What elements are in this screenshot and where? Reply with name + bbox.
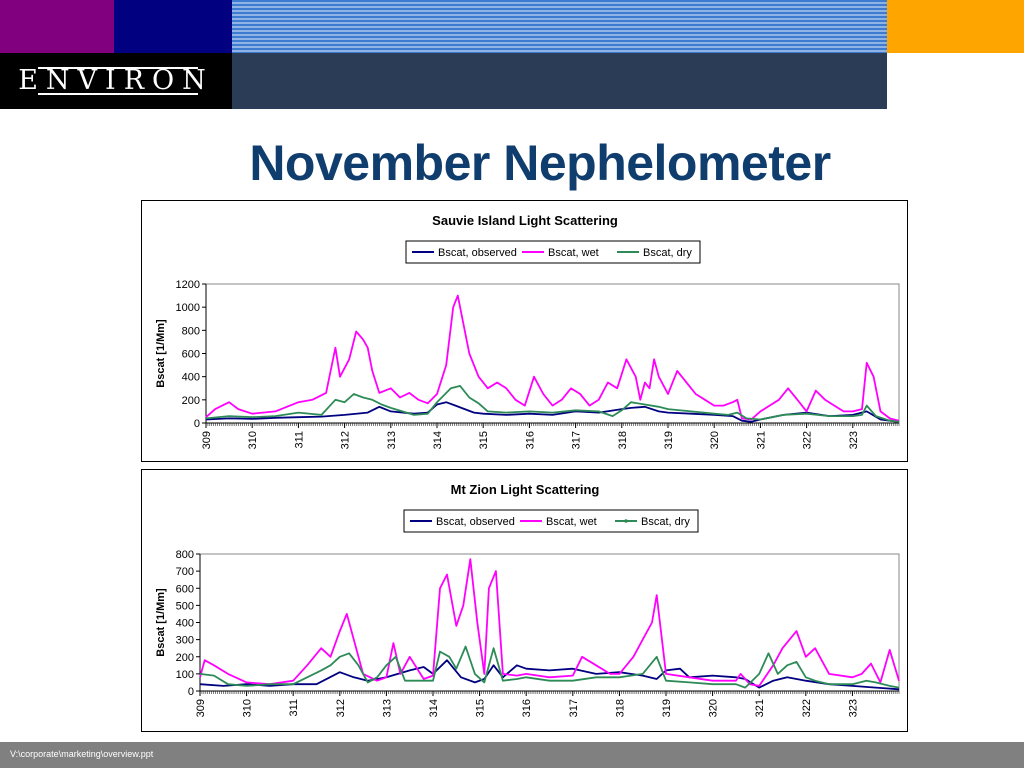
chart1-title: Sauvie Island Light Scattering <box>432 213 618 228</box>
chart1-x-tick-label: 323 <box>848 431 860 449</box>
header-orange-block <box>887 0 1024 53</box>
header-purple-block <box>0 0 114 53</box>
chart2-x-tick-label: 313 <box>381 699 393 717</box>
chart1-legend-label-bscat-dry: Bscat, dry <box>643 247 692 259</box>
chart2-x-tick-label: 310 <box>242 699 254 717</box>
chart1-series-bscat-wet <box>205 294 900 422</box>
sauvie-island-chart: Sauvie Island Light Scattering Bscat, obs… <box>141 200 908 462</box>
chart2-legend-marker-bscat-dry <box>624 519 628 523</box>
chart2-x-tick-label: 315 <box>475 699 487 717</box>
chart1-x-tick-label: 312 <box>340 431 352 449</box>
chart2-x-tick-label: 311 <box>288 699 300 717</box>
chart2-y-tick-label: 200 <box>176 652 194 664</box>
chart1-y-tick-label: 1200 <box>176 279 200 291</box>
chart1-y-tick-label: 800 <box>182 325 200 337</box>
mt-zion-chart-svg: Mt Zion Light Scattering Bscat, observed B… <box>155 482 900 717</box>
chart2-y-tick-label: 800 <box>176 549 194 561</box>
chart2-x-tick-label: 319 <box>661 699 673 717</box>
chart1-y-tick-label: 200 <box>182 395 200 407</box>
chart1-x-minor-ticks <box>205 423 900 426</box>
chart2-series-bscat-dry <box>199 645 900 689</box>
chart1-x-tick-label: 318 <box>617 431 629 449</box>
chart2-x-tick-label: 312 <box>335 699 347 717</box>
footer-file-path: V:\corporate\marketing\overview.ppt <box>10 749 154 759</box>
header-striped-band <box>232 0 887 53</box>
chart1-plot-area <box>205 283 900 424</box>
chart1-x-tick-label: 309 <box>201 431 213 449</box>
chart2-x-tick-label: 314 <box>428 699 440 717</box>
company-logo: ENVIRON <box>18 65 214 96</box>
chart2-x-minor-ticks <box>199 691 900 694</box>
chart1-y-tick-label: 1000 <box>176 302 200 314</box>
chart2-x-tick-label: 318 <box>614 699 626 717</box>
chart2-legend-label-bscat-dry: Bscat, dry <box>641 516 690 528</box>
chart1-x-tick-label: 321 <box>755 431 767 449</box>
sauvie-island-chart-svg: Sauvie Island Light Scattering Bscat, obs… <box>155 213 900 449</box>
chart2-title: Mt Zion Light Scattering <box>451 482 600 497</box>
chart2-y-tick-label: 500 <box>176 600 194 612</box>
chart2-y-tick-label: 300 <box>176 635 194 647</box>
chart2-legend <box>403 509 699 533</box>
chart2-y-tick-label: 600 <box>176 583 194 595</box>
logo-rule-top <box>38 67 198 69</box>
chart2-legend-label-bscat-wet: Bscat, wet <box>546 516 597 528</box>
chart2-y-tick-label: 700 <box>176 566 194 578</box>
chart1-legend-label-bscat-observed: Bscat, observed <box>438 247 517 259</box>
chart1-x-tick-label: 313 <box>386 431 398 449</box>
chart2-y-tick-label: 100 <box>176 669 194 681</box>
chart1-y-axis-label: Bscat [1/Mm] <box>155 319 167 388</box>
chart1-y-tick-label: 600 <box>182 349 200 361</box>
chart2-series-bscat-observed <box>199 659 900 691</box>
chart1-x-tick-label: 315 <box>478 431 490 449</box>
logo-block: ENVIRON <box>0 53 232 109</box>
chart2-x-tick-label: 309 <box>195 699 207 717</box>
chart1-y-tick-label: 0 <box>194 418 200 430</box>
chart1-legend <box>405 240 701 264</box>
chart1-y-tick-label: 400 <box>182 372 200 384</box>
chart1-series-bscat-dry <box>205 384 900 423</box>
chart1-x-tick-label: 311 <box>293 431 305 449</box>
chart2-y-tick-label: 0 <box>188 686 194 698</box>
chart2-x-tick-label: 317 <box>568 699 580 717</box>
header-slate-band <box>232 53 887 109</box>
mt-zion-chart: Mt Zion Light Scattering Bscat, observed B… <box>141 469 908 732</box>
chart2-y-tick-label: 400 <box>176 618 194 630</box>
chart2-legend-label-bscat-observed: Bscat, observed <box>436 516 515 528</box>
chart2-series-bscat-wet <box>199 558 900 687</box>
chart2-x-tick-label: 323 <box>847 699 859 717</box>
logo-rule-bottom <box>38 93 198 95</box>
header-navy-block <box>114 0 232 53</box>
chart1-x-tick-label: 317 <box>571 431 583 449</box>
footer-bar <box>0 742 1024 768</box>
slide-title: November Nephelometer <box>249 135 831 191</box>
chart2-y-axis-label: Bscat [1/Mm] <box>155 588 167 657</box>
chart2-x-tick-label: 321 <box>754 699 766 717</box>
chart1-x-tick-label: 319 <box>663 431 675 449</box>
chart2-x-tick-label: 322 <box>801 699 813 717</box>
chart2-x-tick-label: 320 <box>708 699 720 717</box>
chart1-legend-label-bscat-wet: Bscat, wet <box>548 247 599 259</box>
chart1-x-tick-label: 322 <box>802 431 814 449</box>
chart1-x-tick-label: 314 <box>432 431 444 449</box>
chart1-x-tick-label: 320 <box>709 431 721 449</box>
chart2-x-tick-label: 316 <box>521 699 533 717</box>
chart1-x-tick-label: 316 <box>524 431 536 449</box>
chart1-x-tick-label: 310 <box>247 431 259 449</box>
